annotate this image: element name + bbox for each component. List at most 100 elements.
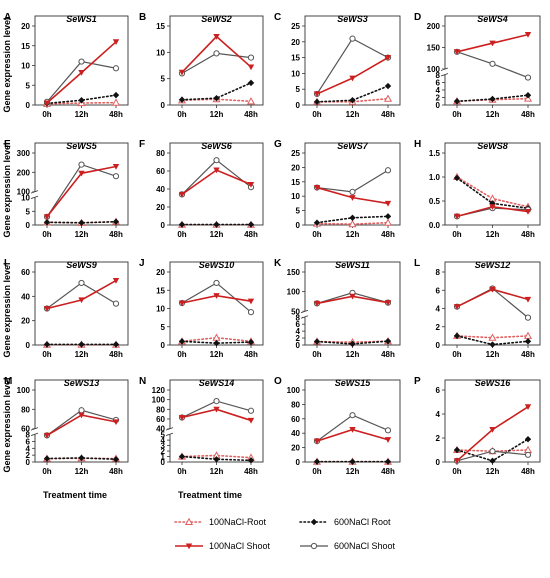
data-point-r100 [111, 98, 121, 106]
x-tick-label: 12h [210, 350, 224, 359]
data-point-r600 [112, 218, 120, 225]
data-point-r100 [488, 333, 497, 341]
data-point-s100 [524, 209, 532, 215]
data-point-s600 [213, 157, 220, 164]
data-point-s100 [524, 32, 532, 38]
data-point-s100 [78, 70, 85, 76]
y-tick-label: 100 [152, 396, 166, 405]
data-point-s100 [78, 412, 85, 419]
data-point-r600 [112, 341, 120, 348]
y-tick-label: 0 [161, 101, 166, 110]
data-point-s100 [247, 181, 255, 188]
y-tick-label: 60 [21, 425, 30, 434]
data-point-s600 [349, 35, 356, 42]
y-tick-label: 200 [427, 22, 441, 31]
axis-break-mark [30, 195, 39, 200]
data-point-r100 [246, 97, 256, 105]
data-point-r600 [178, 96, 186, 103]
y-tick-label: 15 [291, 178, 300, 187]
legend-item-r100: 100NaCl-Root [174, 517, 267, 527]
x-axis-title-col1: Treatment time [43, 490, 107, 500]
axis-break-mark [440, 67, 449, 71]
panel-title-sews15: SeWS15 [335, 378, 372, 388]
y-tick-label: 20 [21, 22, 30, 31]
y-tick-label: 60 [156, 415, 165, 424]
plot-frame-sews15 [304, 379, 401, 463]
y-tick-label: 40 [156, 185, 165, 194]
panel-letter-sews8: H [414, 139, 421, 150]
y-tick-label: 300 [17, 149, 31, 158]
series-line-r100 [181, 98, 252, 103]
y-tick-label: 8 [436, 71, 441, 80]
x-tick-label: 48h [109, 230, 123, 239]
data-point-r600 [178, 338, 186, 345]
data-point-r600 [349, 340, 356, 348]
data-point-s100 [43, 432, 51, 439]
y-tick-label: 40 [21, 292, 30, 301]
panel-sews3: C SeWS3 0h 12h 48h 0 5 10 15 20 25 [274, 12, 401, 119]
panel-sews8: H SeWS8 0h 12h 48h 0.0 0.5 1.0 1.5 [414, 139, 541, 239]
data-point-s100 [213, 167, 220, 174]
x-tick-label: 0h [177, 230, 186, 239]
y-tick-label: 40 [291, 429, 300, 438]
plot-frame-sews7 [304, 142, 401, 226]
panel-title-sews12: SeWS12 [475, 260, 511, 270]
data-point-s100 [78, 170, 85, 177]
data-point-r100 [383, 218, 393, 226]
y-tick-label: 0 [296, 341, 301, 350]
y-tick-label: 2 [161, 447, 166, 456]
y-tick-label: 0 [161, 221, 166, 230]
y-tick-label: 2 [296, 334, 301, 343]
x-tick-label: 12h [486, 467, 500, 476]
series-line-r100 [181, 336, 252, 343]
panel-letter-sews2: B [139, 12, 146, 23]
y-tick-label: 5 [161, 323, 166, 332]
data-point-s100 [349, 427, 356, 433]
panel-letter-sews10: J [139, 258, 145, 269]
y-tick-label: 0 [296, 458, 301, 467]
data-point-r600 [213, 339, 220, 347]
y-tick-label: 100 [427, 65, 441, 74]
y-tick-label: 5 [161, 431, 166, 440]
data-point-r600 [43, 455, 51, 462]
y-tick-label: 80 [291, 400, 300, 409]
axis-break-mark [300, 315, 309, 319]
y-axis-title-row3: Gene expression level [2, 262, 12, 357]
y-tick-label: 6 [436, 78, 441, 87]
y-tick-label: 0 [26, 458, 31, 467]
y-tick-label: 3 [161, 442, 166, 451]
data-point-r600 [43, 219, 51, 226]
plot-frame-sews11 [304, 261, 401, 346]
data-point-r600 [78, 97, 85, 104]
data-point-s100 [178, 69, 186, 76]
panel-title-sews16: SeWS16 [475, 378, 512, 388]
panel-letter-sews15: O [274, 376, 282, 387]
y-tick-label: 150 [427, 43, 441, 52]
data-point-s100 [112, 419, 120, 426]
y-tick-label: 8 [436, 268, 441, 277]
x-tick-label: 12h [75, 110, 89, 119]
x-tick-label: 0h [452, 467, 461, 476]
y-tick-label: 80 [21, 405, 30, 414]
axis-break-mark [300, 309, 309, 314]
panel-letter-sews7: G [274, 139, 282, 150]
data-point-r600 [349, 214, 356, 221]
x-tick-label: 12h [210, 467, 224, 476]
data-point-s600 [524, 451, 532, 458]
x-tick-label: 0h [42, 230, 51, 239]
x-tick-label: 48h [521, 230, 535, 239]
data-point-s100 [489, 204, 496, 210]
y-tick-label: 0 [26, 221, 31, 230]
x-tick-label: 48h [109, 467, 123, 476]
panel-letter-sews11: K [274, 258, 282, 269]
data-point-s100 [384, 55, 392, 61]
y-tick-label: 10 [291, 69, 300, 78]
x-tick-label: 12h [346, 350, 360, 359]
data-point-s100 [453, 49, 461, 55]
y-tick-label: 80 [156, 149, 165, 158]
x-tick-label: 12h [75, 467, 89, 476]
panel-title-sews10: SeWS10 [199, 260, 235, 270]
y-tick-label: 120 [152, 386, 166, 395]
